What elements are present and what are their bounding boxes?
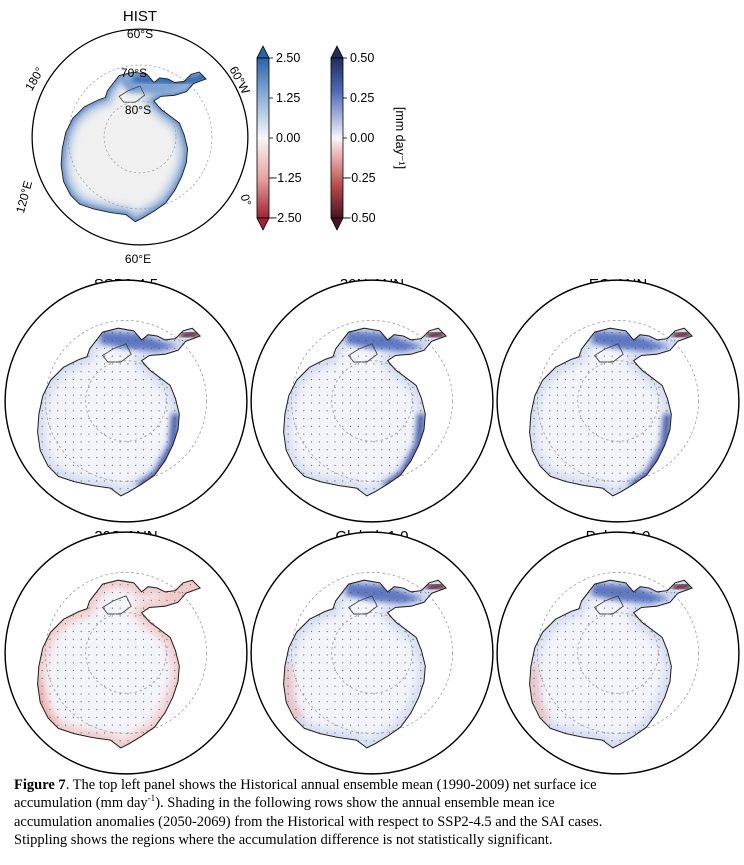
colorbar-hist-tick-3: 0.00 <box>276 131 300 145</box>
colorbar-anomaly-unit: [mm day⁻¹] <box>393 107 407 169</box>
colorbar-anomaly-tick-1: 0.50 <box>350 51 374 65</box>
caption-figure-label: Figure 7 <box>14 777 66 793</box>
caption-line-2: accumulation (mm day-1). Shading in the … <box>14 794 734 812</box>
colorbar-anomaly-tick-2: 0.25 <box>350 91 374 105</box>
colorbar-hist-tick-4: −1.25 <box>270 171 302 185</box>
colorbar-anomaly-tick-5: −0.50 <box>344 211 376 225</box>
colorbar-hist-tick-1: 2.50 <box>276 51 300 65</box>
caption-line-1: Figure 7. The top left panel shows the H… <box>14 776 734 794</box>
hist-label-60s: 60°S <box>127 27 153 41</box>
figure-7: HIST SSP2-4.5 30N-ANN EQ-ANN 30S-ANN Glo… <box>4 8 740 775</box>
map-eq-ann <box>496 279 740 523</box>
caption-line-3: accumulation anomalies (2050-2069) from … <box>14 813 603 830</box>
colorbar-anomaly: 0.50 0.25 0.00 −0.25 −0.50 [mm day⁻¹] <box>330 45 407 231</box>
map-30n-ann <box>250 279 494 523</box>
hist-label-70s: 70°S <box>121 66 147 80</box>
colorbar-hist-tick-5: −2.50 <box>270 211 302 225</box>
hist-label-60e: 60°E <box>125 252 151 266</box>
map-polar <box>496 531 740 775</box>
caption-line-2-sup: -1 <box>147 793 156 804</box>
map-global <box>250 531 494 775</box>
hist-label-0: 0° <box>238 193 255 208</box>
caption-line-1-text: . The top left panel shows the Historica… <box>65 777 597 793</box>
caption-line-4: Stippling shows the regions where the ac… <box>14 832 553 849</box>
colorbar-hist-tick-2: 1.25 <box>276 91 300 105</box>
caption-line-2-text-a: accumulation (mm day <box>14 795 148 812</box>
hist-label-120e: 120°E <box>13 179 35 214</box>
map-ssp245 <box>4 279 248 523</box>
figure-caption: Figure 7. The top left panel shows the H… <box>14 776 734 850</box>
hist-label-80s: 80°S <box>125 103 151 117</box>
colorbar-anomaly-tick-3: 0.00 <box>350 131 374 145</box>
colorbar-anomaly-tick-4: −0.25 <box>344 171 376 185</box>
map-30s-ann <box>4 531 248 775</box>
map-hist <box>31 28 249 246</box>
caption-line-2-text-b: ). Shading in the following rows show th… <box>155 795 555 812</box>
panel-title-hist: HIST <box>123 8 157 25</box>
colorbar-hist: 2.50 1.25 0.00 −1.25 −2.50 <box>256 45 302 231</box>
